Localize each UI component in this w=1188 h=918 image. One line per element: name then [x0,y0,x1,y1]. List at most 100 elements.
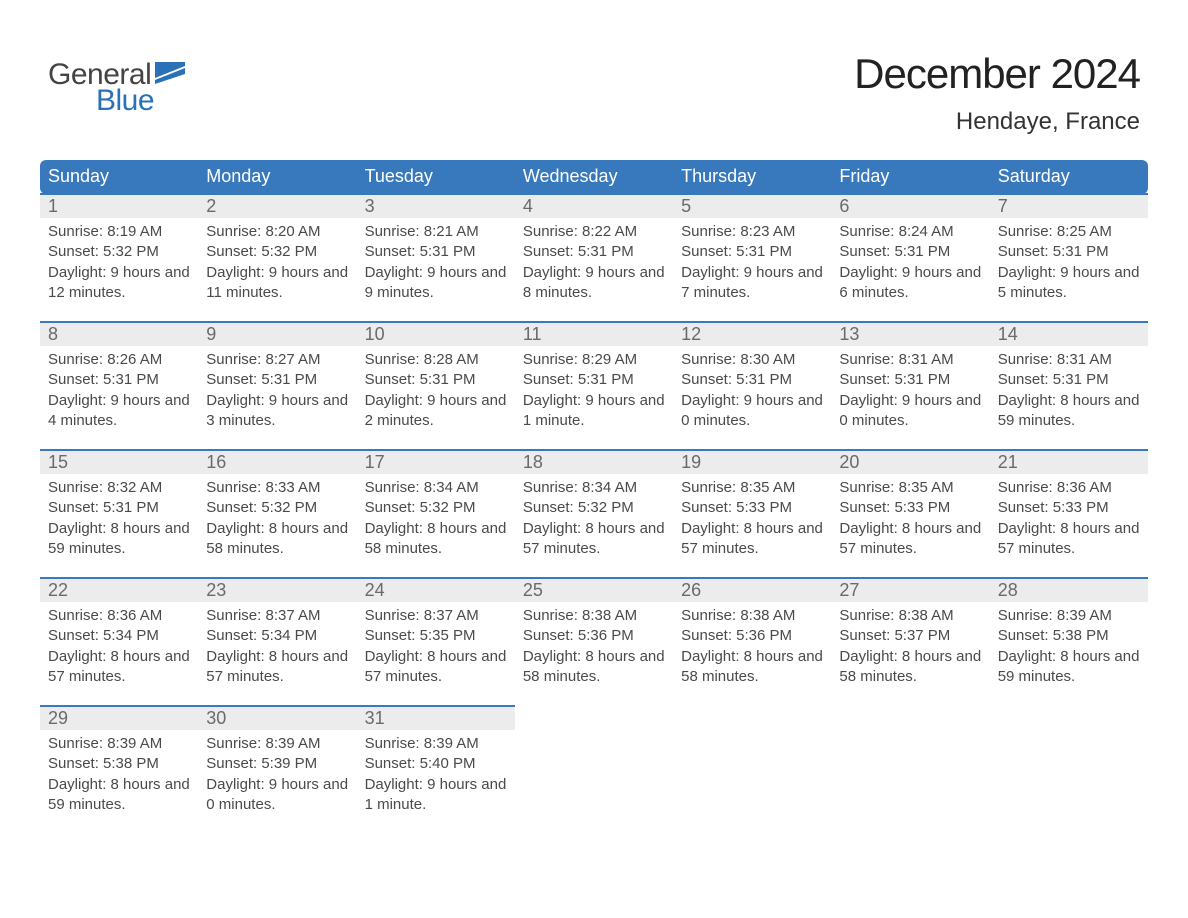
sunset-line: Sunset: 5:39 PM [206,754,348,774]
day-details: Sunrise: 8:37 AMSunset: 5:35 PMDaylight:… [365,602,507,687]
calendar-day-cell: 3Sunrise: 8:21 AMSunset: 5:31 PMDaylight… [357,194,515,322]
day-number: 28 [990,579,1148,602]
day-number: 11 [515,323,673,346]
sunset-line: Sunset: 5:36 PM [681,626,823,646]
sunset-line: Sunset: 5:31 PM [523,370,665,390]
day-number: 19 [673,451,831,474]
day-details: Sunrise: 8:29 AMSunset: 5:31 PMDaylight:… [523,346,665,431]
daylight-line: Daylight: 8 hours and 57 minutes. [206,647,348,688]
sunset-line: Sunset: 5:31 PM [681,370,823,390]
day-details: Sunrise: 8:35 AMSunset: 5:33 PMDaylight:… [681,474,823,559]
sunrise-line: Sunrise: 8:38 AM [839,606,981,626]
daylight-line: Daylight: 9 hours and 4 minutes. [48,391,190,432]
sunrise-line: Sunrise: 8:27 AM [206,350,348,370]
day-details: Sunrise: 8:38 AMSunset: 5:37 PMDaylight:… [839,602,981,687]
day-details: Sunrise: 8:39 AMSunset: 5:39 PMDaylight:… [206,730,348,815]
sunset-line: Sunset: 5:31 PM [206,370,348,390]
calendar-day-cell: 10Sunrise: 8:28 AMSunset: 5:31 PMDayligh… [357,322,515,450]
calendar-day-cell: 22Sunrise: 8:36 AMSunset: 5:34 PMDayligh… [40,578,198,706]
calendar-day-cell: 29Sunrise: 8:39 AMSunset: 5:38 PMDayligh… [40,706,198,833]
calendar-day-cell: 2Sunrise: 8:20 AMSunset: 5:32 PMDaylight… [198,194,356,322]
weekday-header: Saturday [990,160,1148,194]
calendar-day-cell: 12Sunrise: 8:30 AMSunset: 5:31 PMDayligh… [673,322,831,450]
sunrise-line: Sunrise: 8:29 AM [523,350,665,370]
day-details: Sunrise: 8:39 AMSunset: 5:38 PMDaylight:… [48,730,190,815]
sunset-line: Sunset: 5:31 PM [365,370,507,390]
sunset-line: Sunset: 5:33 PM [998,498,1140,518]
sunset-line: Sunset: 5:40 PM [365,754,507,774]
calendar-day-cell: 13Sunrise: 8:31 AMSunset: 5:31 PMDayligh… [831,322,989,450]
weekday-header: Monday [198,160,356,194]
day-details: Sunrise: 8:36 AMSunset: 5:34 PMDaylight:… [48,602,190,687]
sunrise-line: Sunrise: 8:39 AM [206,734,348,754]
sunrise-line: Sunrise: 8:32 AM [48,478,190,498]
day-number: 22 [40,579,198,602]
sunrise-line: Sunrise: 8:28 AM [365,350,507,370]
sunset-line: Sunset: 5:32 PM [206,498,348,518]
calendar-day-cell: 31Sunrise: 8:39 AMSunset: 5:40 PMDayligh… [357,706,515,833]
calendar-day-cell: 4Sunrise: 8:22 AMSunset: 5:31 PMDaylight… [515,194,673,322]
calendar-day-cell: 18Sunrise: 8:34 AMSunset: 5:32 PMDayligh… [515,450,673,578]
day-number: 6 [831,195,989,218]
sunset-line: Sunset: 5:31 PM [839,242,981,262]
sunset-line: Sunset: 5:31 PM [998,242,1140,262]
sunrise-line: Sunrise: 8:30 AM [681,350,823,370]
sunrise-line: Sunrise: 8:21 AM [365,222,507,242]
day-details: Sunrise: 8:36 AMSunset: 5:33 PMDaylight:… [998,474,1140,559]
day-details: Sunrise: 8:28 AMSunset: 5:31 PMDaylight:… [365,346,507,431]
sunrise-line: Sunrise: 8:36 AM [998,478,1140,498]
weekday-header: Friday [831,160,989,194]
daylight-line: Daylight: 9 hours and 9 minutes. [365,263,507,304]
sunrise-line: Sunrise: 8:31 AM [998,350,1140,370]
calendar-day-cell: 16Sunrise: 8:33 AMSunset: 5:32 PMDayligh… [198,450,356,578]
day-details: Sunrise: 8:27 AMSunset: 5:31 PMDaylight:… [206,346,348,431]
day-details: Sunrise: 8:30 AMSunset: 5:31 PMDaylight:… [681,346,823,431]
daylight-line: Daylight: 9 hours and 6 minutes. [839,263,981,304]
day-number: 24 [357,579,515,602]
sunset-line: Sunset: 5:32 PM [523,498,665,518]
calendar-table: SundayMondayTuesdayWednesdayThursdayFrid… [40,160,1148,833]
calendar-day-cell: 6 Sunrise: 8:24 AMSunset: 5:31 PMDaylight… [831,194,989,322]
calendar-day-cell: 9Sunrise: 8:27 AMSunset: 5:31 PMDaylight… [198,322,356,450]
sunset-line: Sunset: 5:38 PM [48,754,190,774]
sunrise-line: Sunrise: 8:25 AM [998,222,1140,242]
sunrise-line: Sunrise: 8:23 AM [681,222,823,242]
day-number: 25 [515,579,673,602]
sunrise-line: Sunrise: 8:19 AM [48,222,190,242]
location-label: Hendaye, France [854,108,1140,136]
day-number: 13 [831,323,989,346]
day-details: Sunrise: 8:19 AMSunset: 5:32 PMDaylight:… [48,218,190,303]
sunset-line: Sunset: 5:38 PM [998,626,1140,646]
calendar-day-cell: 30Sunrise: 8:39 AMSunset: 5:39 PMDayligh… [198,706,356,833]
sunrise-line: Sunrise: 8:33 AM [206,478,348,498]
sunrise-line: Sunrise: 8:36 AM [48,606,190,626]
day-number: 31 [357,707,515,730]
calendar-day-cell: 5Sunrise: 8:23 AMSunset: 5:31 PMDaylight… [673,194,831,322]
sunrise-line: Sunrise: 8:31 AM [839,350,981,370]
day-details: Sunrise: 8:39 AMSunset: 5:38 PMDaylight:… [998,602,1140,687]
day-number: 14 [990,323,1148,346]
sunset-line: Sunset: 5:32 PM [48,242,190,262]
day-number: 21 [990,451,1148,474]
daylight-line: Daylight: 8 hours and 59 minutes. [48,519,190,560]
calendar-week-row: 1Sunrise: 8:19 AMSunset: 5:32 PMDaylight… [40,194,1148,322]
daylight-line: Daylight: 8 hours and 57 minutes. [365,647,507,688]
daylight-line: Daylight: 8 hours and 57 minutes. [523,519,665,560]
sunrise-line: Sunrise: 8:34 AM [523,478,665,498]
sunset-line: Sunset: 5:31 PM [998,370,1140,390]
calendar-day-cell: 19Sunrise: 8:35 AMSunset: 5:33 PMDayligh… [673,450,831,578]
calendar-week-row: 29Sunrise: 8:39 AMSunset: 5:38 PMDayligh… [40,706,1148,833]
daylight-line: Daylight: 8 hours and 59 minutes. [48,775,190,816]
calendar-page: General Blue December 2024 Hendaye, Fran… [0,0,1188,918]
day-number: 12 [673,323,831,346]
sunset-line: Sunset: 5:31 PM [523,242,665,262]
calendar-empty-cell [990,706,1148,833]
day-details: Sunrise: 8:34 AMSunset: 5:32 PMDaylight:… [523,474,665,559]
sunrise-line: Sunrise: 8:24 AM [839,222,981,242]
generalblue-logo: General Blue [48,58,185,118]
daylight-line: Daylight: 8 hours and 58 minutes. [365,519,507,560]
day-details: Sunrise: 8:37 AMSunset: 5:34 PMDaylight:… [206,602,348,687]
day-number: 4 [515,195,673,218]
sunrise-line: Sunrise: 8:22 AM [523,222,665,242]
day-number: 23 [198,579,356,602]
